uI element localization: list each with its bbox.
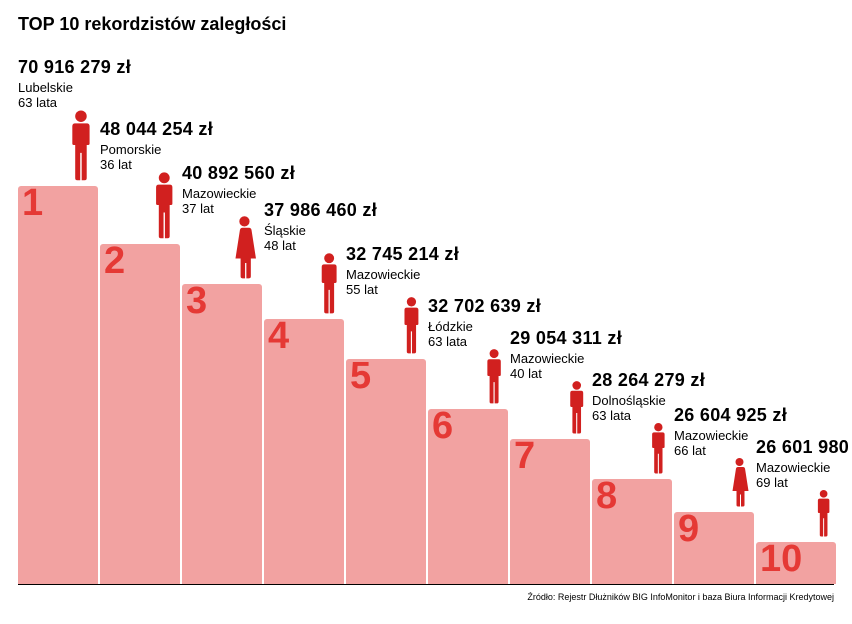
amount-label: 37 986 460 zł (264, 200, 377, 221)
bar-labels: 32 745 214 zł Mazowieckie55 lat (346, 244, 459, 297)
amount-label: 48 044 254 zł (100, 119, 213, 140)
amount-label: 32 702 639 zł (428, 296, 541, 317)
person-icon (401, 296, 422, 359)
person-icon (318, 252, 340, 319)
rank-number: 8 (596, 477, 617, 515)
person-icon (152, 171, 176, 244)
person-icon (729, 457, 750, 512)
person-female-icon (231, 215, 258, 279)
bar (100, 244, 180, 584)
person-icon (815, 489, 832, 542)
person-male-icon (567, 380, 586, 434)
person-male-icon (68, 109, 94, 181)
region-label: Mazowieckie (510, 351, 622, 366)
rank-number: 4 (268, 317, 289, 355)
person-male-icon (318, 252, 340, 314)
bar-labels: 26 601 980 zł Mazowieckie69 lat (756, 437, 852, 490)
bar (264, 319, 344, 584)
person-male-icon (401, 296, 422, 354)
rank-number: 3 (186, 282, 207, 320)
person-male-icon (484, 348, 504, 404)
age-label: 69 lat (756, 475, 852, 490)
person-icon (567, 380, 586, 439)
rank-number: 6 (432, 407, 453, 445)
rank-number: 5 (350, 357, 371, 395)
region-label: Śląskie (264, 223, 377, 238)
age-label: 63 lata (18, 95, 131, 110)
amount-label: 32 745 214 zł (346, 244, 459, 265)
person-male-icon (815, 489, 832, 537)
rank-number: 2 (104, 242, 125, 280)
bar (18, 186, 98, 584)
person-female-icon (729, 457, 750, 507)
amount-label: 26 601 980 zł (756, 437, 852, 458)
bar (182, 284, 262, 584)
person-icon (649, 422, 668, 479)
amount-label: 29 054 311 zł (510, 328, 622, 349)
region-label: Pomorskie (100, 142, 213, 157)
region-label: Lubelskie (18, 80, 131, 95)
amount-label: 26 604 925 zł (674, 405, 787, 426)
person-icon (484, 348, 504, 409)
region-label: Mazowieckie (346, 267, 459, 282)
source-text: Źródło: Rejestr Dłużników BIG InfoMonito… (527, 592, 834, 602)
bar-chart: 1 70 916 279 złLubelskie63 lata2 48 044 … (18, 64, 834, 584)
rank-number: 1 (22, 184, 43, 222)
person-icon (68, 109, 94, 186)
person-male-icon (649, 422, 668, 474)
bar-labels: 70 916 279 zł Lubelskie63 lata (18, 57, 131, 110)
rank-number: 10 (760, 540, 802, 578)
chart-title: TOP 10 rekordzistów zaległości (18, 14, 286, 35)
amount-label: 28 264 279 zł (592, 370, 705, 391)
region-label: Mazowieckie (182, 186, 295, 201)
baseline (18, 584, 834, 585)
amount-label: 40 892 560 zł (182, 163, 295, 184)
age-label: 55 lat (346, 282, 459, 297)
person-icon (231, 215, 258, 284)
rank-number: 9 (678, 510, 699, 548)
amount-label: 70 916 279 zł (18, 57, 131, 78)
rank-number: 7 (514, 437, 535, 475)
region-label: Mazowieckie (756, 460, 852, 475)
person-male-icon (152, 171, 176, 239)
